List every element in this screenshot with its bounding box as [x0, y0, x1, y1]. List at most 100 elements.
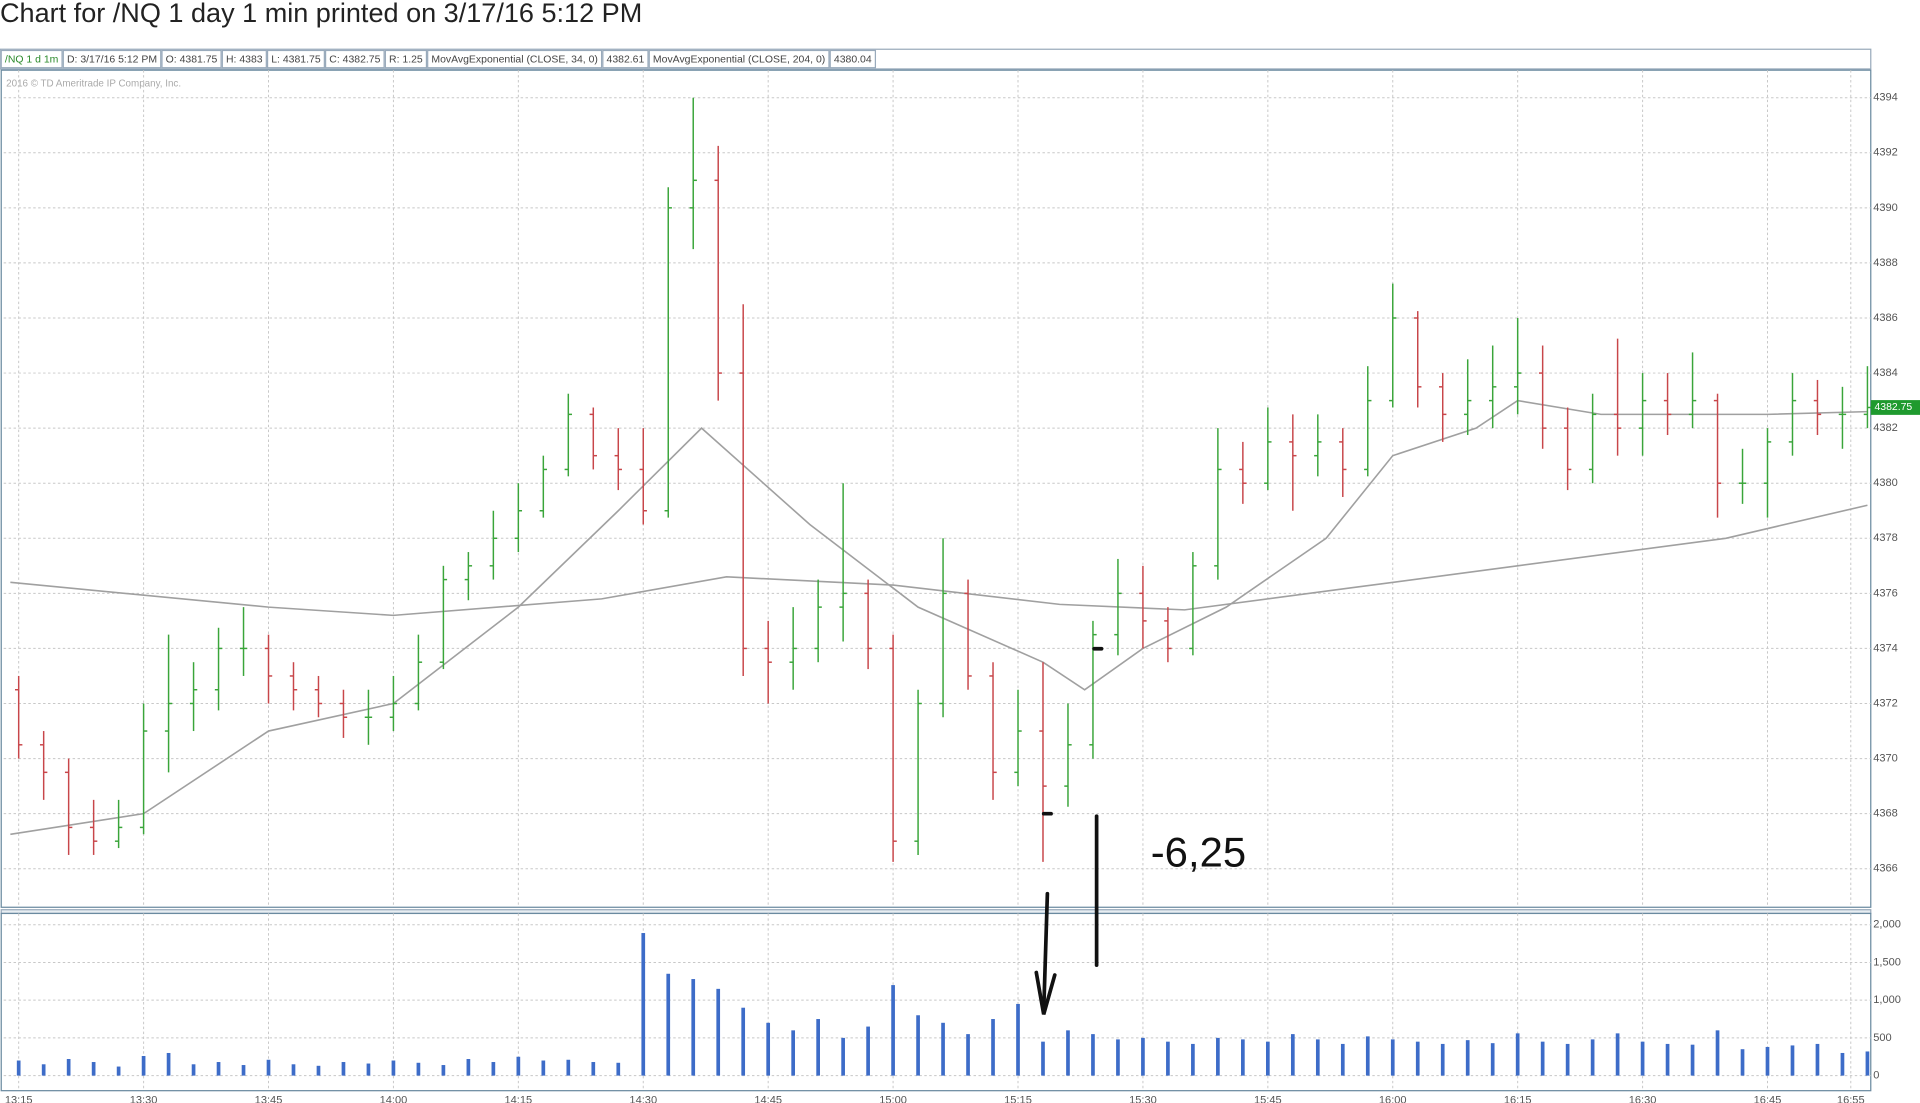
- y-tick-label: 4386: [1873, 312, 1898, 324]
- volume-bar: [141, 1055, 146, 1076]
- header-box: [602, 49, 649, 69]
- header-item: L: 4381.75: [271, 54, 321, 65]
- copyright: 2016 © TD Ameritrade IP Company, Inc.: [6, 78, 181, 89]
- volume-bar: [216, 1062, 221, 1076]
- y-tick-label: 2,000: [1873, 919, 1901, 931]
- y-tick-label: 4366: [1873, 863, 1898, 875]
- header-item: C: 4382.75: [329, 54, 380, 65]
- volume-bar: [1665, 1043, 1670, 1076]
- volume-bar: [1565, 1043, 1570, 1076]
- volume-bar: [1016, 1003, 1020, 1076]
- volume-bar: [916, 1015, 920, 1076]
- x-tick-label: 16:00: [1379, 1094, 1407, 1103]
- volume-bar: [166, 1052, 171, 1076]
- header-box: [221, 49, 267, 69]
- arrow-head: [1034, 970, 1057, 1015]
- volume-bar: [1390, 1039, 1395, 1076]
- x-tick-label: 16:15: [1504, 1094, 1532, 1103]
- volume-bar: [1740, 1049, 1745, 1076]
- x-tick-label: 14:30: [629, 1094, 657, 1103]
- y-tick-label: 1,000: [1873, 994, 1901, 1006]
- volume-bar: [1241, 1039, 1245, 1076]
- arrow-shaft: [1041, 891, 1050, 1014]
- x-tick-label: 16:45: [1754, 1094, 1782, 1103]
- y-tick-label: 4372: [1873, 697, 1898, 709]
- last-price-tag: [1870, 400, 1920, 415]
- volume-bar: [1415, 1041, 1420, 1076]
- last-price-label: 4382.75: [1874, 402, 1912, 413]
- header-box: [0, 49, 63, 69]
- x-tick-label: 15:15: [1004, 1094, 1032, 1103]
- volume-bar: [1315, 1039, 1320, 1076]
- volume-bar: [1440, 1043, 1445, 1076]
- volume-bar: [1066, 1030, 1070, 1076]
- volume-bar: [891, 985, 895, 1076]
- volume-bar: [341, 1062, 346, 1076]
- volume-bar: [766, 1022, 771, 1076]
- x-tick-label: 16:55: [1837, 1094, 1865, 1103]
- y-tick-label: 0: [1873, 1070, 1879, 1082]
- header-item: /NQ 1 d 1m: [5, 54, 59, 65]
- volume-panel: [0, 912, 1872, 1092]
- volume-bar: [1640, 1041, 1645, 1076]
- header-item: H: 4383: [226, 54, 263, 65]
- volume-bar: [616, 1062, 621, 1076]
- y-tick-label: 4392: [1873, 147, 1898, 159]
- price-panel: [0, 69, 1872, 908]
- volume-bar: [191, 1064, 196, 1076]
- header-strip: [0, 48, 1872, 70]
- volume-bar: [1765, 1046, 1770, 1076]
- chart-title: Chart for /NQ 1 day 1 min printed on 3/1…: [0, 0, 642, 28]
- volume-bar: [1790, 1045, 1795, 1076]
- volume-bar: [1840, 1052, 1845, 1076]
- volume-bar: [966, 1034, 970, 1076]
- header-box: [324, 49, 385, 69]
- y-tick-label: 4374: [1873, 642, 1898, 654]
- volume-bar: [1265, 1041, 1270, 1076]
- volume-bar: [1540, 1041, 1545, 1076]
- header-item: 4382.61: [607, 54, 645, 65]
- header-item: MovAvgExponential (CLOSE, 34, 0): [431, 54, 598, 65]
- volume-bar: [441, 1065, 446, 1076]
- volume-bar: [41, 1064, 46, 1076]
- x-tick-label: 14:00: [380, 1094, 408, 1103]
- volume-bar: [1116, 1039, 1120, 1076]
- volume-bar: [1490, 1043, 1495, 1076]
- volume-bar: [1166, 1041, 1170, 1076]
- volume-bar: [641, 933, 646, 1076]
- x-tick-label: 15:45: [1254, 1094, 1282, 1103]
- y-tick-label: 4368: [1873, 808, 1898, 820]
- volume-bar: [666, 973, 671, 1076]
- header-box: [161, 49, 222, 69]
- y-tick-label: 1,500: [1873, 956, 1901, 968]
- header-box: [427, 49, 603, 69]
- volume-bar: [1615, 1033, 1620, 1076]
- volume-bar: [1216, 1037, 1220, 1076]
- header-box: [384, 49, 428, 69]
- header-item: O: 4381.75: [166, 54, 218, 65]
- x-tick-label: 13:45: [255, 1094, 283, 1103]
- volume-bar: [1340, 1043, 1345, 1076]
- volume-bar: [466, 1059, 471, 1076]
- annotation: -6,25: [1151, 829, 1246, 876]
- volume-bar: [1865, 1051, 1870, 1076]
- volume-bar: [241, 1065, 246, 1076]
- volume-bar: [591, 1062, 596, 1076]
- header-box: [266, 49, 325, 69]
- header-item: R: 1.25: [389, 54, 423, 65]
- volume-bar: [1715, 1030, 1720, 1076]
- volume-bar: [1515, 1033, 1520, 1076]
- volume-bar: [491, 1062, 496, 1076]
- y-tick-label: 4394: [1873, 92, 1898, 104]
- hand-annotation: [1034, 646, 1104, 1015]
- volume-bar: [416, 1062, 421, 1076]
- volume-bar: [791, 1030, 796, 1076]
- moving-average: [10, 504, 1868, 617]
- y-tick-label: 4384: [1873, 367, 1898, 379]
- x-tick-label: 13:15: [5, 1094, 33, 1103]
- volume-bar: [1290, 1034, 1295, 1076]
- x-tick-label: 15:30: [1129, 1094, 1157, 1103]
- volume-bar: [1465, 1040, 1470, 1076]
- y-tick-label: 4378: [1873, 532, 1898, 544]
